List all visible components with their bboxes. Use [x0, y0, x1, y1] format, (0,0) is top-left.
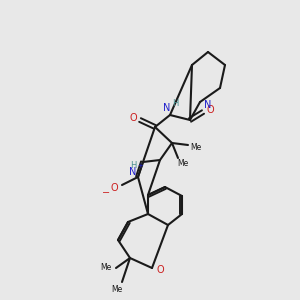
Text: H: H	[172, 98, 178, 107]
Text: O: O	[129, 113, 137, 123]
Text: O: O	[110, 183, 118, 193]
Text: Me: Me	[100, 263, 112, 272]
Text: Me: Me	[190, 142, 202, 152]
Text: Me: Me	[111, 286, 123, 295]
Text: O: O	[156, 265, 164, 275]
Text: Me: Me	[177, 160, 189, 169]
Text: N: N	[163, 103, 171, 113]
Text: −: −	[102, 188, 110, 198]
Text: N: N	[204, 100, 212, 110]
Text: H: H	[130, 160, 136, 169]
Text: N: N	[129, 167, 137, 177]
Text: O: O	[206, 105, 214, 115]
Text: +: +	[137, 163, 143, 169]
